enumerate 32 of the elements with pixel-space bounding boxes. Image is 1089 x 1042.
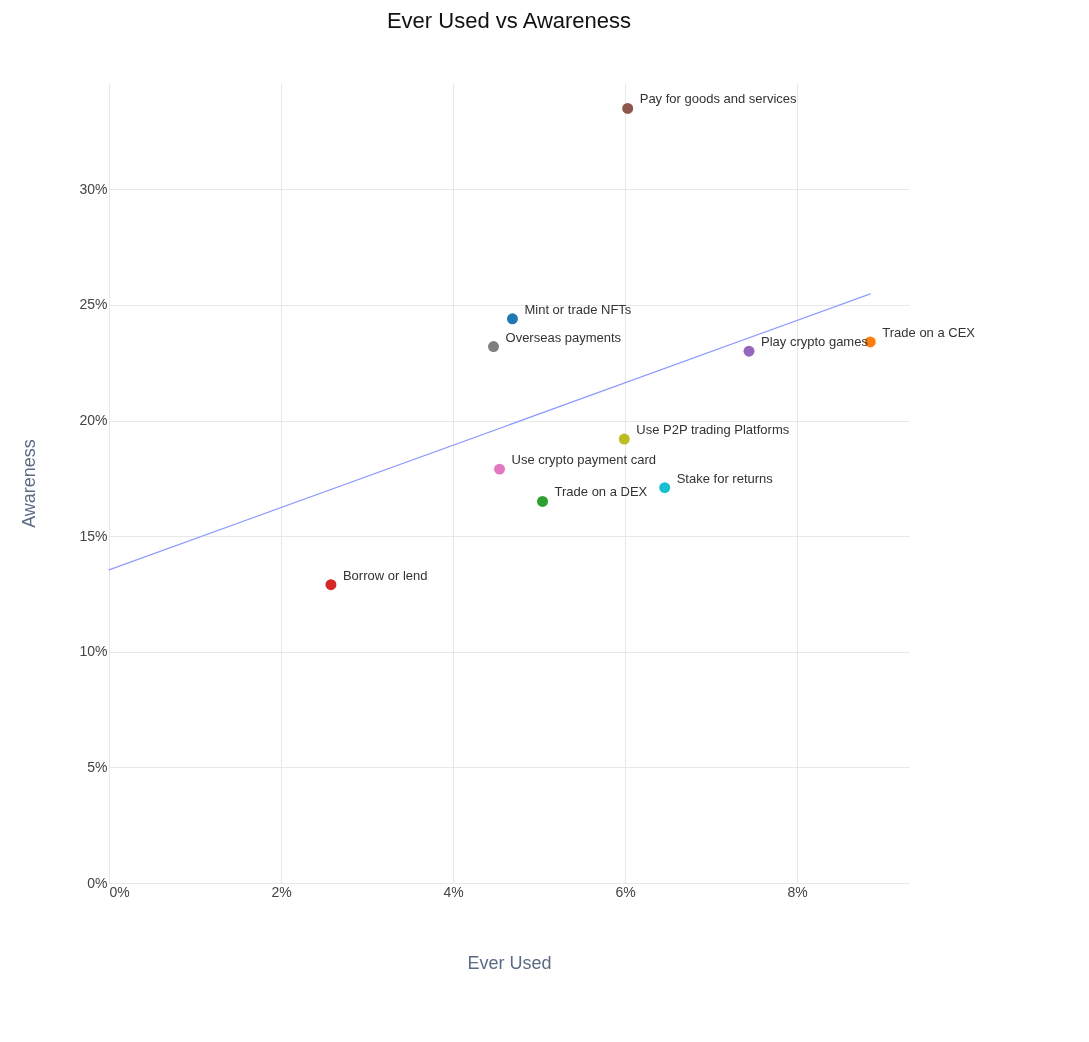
x-tick-label: 8% xyxy=(787,883,808,900)
y-tick-label: 15% xyxy=(79,527,108,544)
chart-title: Ever Used vs Awareness xyxy=(386,8,632,33)
series-label: Pay for goods and services xyxy=(639,91,798,107)
series-label: Trade on a CEX xyxy=(882,324,976,340)
x-tick-label: 2% xyxy=(271,883,292,900)
point xyxy=(506,313,518,325)
point xyxy=(743,345,755,357)
series-label: Overseas payments xyxy=(505,329,622,345)
x-tick-label: 0% xyxy=(109,883,130,900)
x-tick-label: 6% xyxy=(615,883,636,900)
series-label: Trade on a DEX xyxy=(554,484,648,500)
series-label: Stake for returns xyxy=(676,470,774,486)
point xyxy=(659,482,671,494)
point xyxy=(618,433,630,445)
point xyxy=(494,463,506,475)
point xyxy=(325,579,337,591)
y-axis-title: Awareness xyxy=(19,439,40,528)
series-label: Borrow or lend xyxy=(342,567,428,583)
point xyxy=(622,102,634,114)
y-tick-label: 5% xyxy=(87,758,108,775)
series-label: Mint or trade NFTs xyxy=(524,301,632,317)
y-tick-label: 20% xyxy=(79,412,108,429)
y-tick-label: 25% xyxy=(79,296,108,313)
point xyxy=(537,496,549,507)
y-tick-label: 10% xyxy=(79,643,108,660)
y-tick-label: 30% xyxy=(79,180,108,197)
series-label: Use P2P trading Platforms xyxy=(636,422,790,438)
x-tick-label: 4% xyxy=(443,883,464,900)
x-axis-title: Ever Used xyxy=(467,952,552,973)
point xyxy=(488,341,499,353)
series-label: Use crypto payment card xyxy=(511,452,657,468)
